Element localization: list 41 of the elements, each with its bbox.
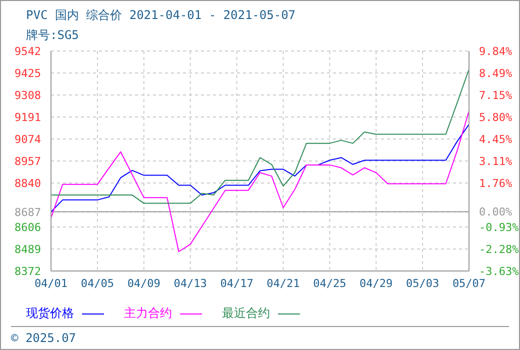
y2-tick-label: 3.11%	[479, 154, 512, 168]
y-tick-label: 9074	[14, 133, 42, 146]
y2-tick-label: 5.80%	[479, 110, 512, 124]
x-tick-label: 05/07	[452, 276, 486, 290]
legend-label: 最近合约	[222, 305, 270, 322]
y-tick-label: 8957	[14, 155, 41, 168]
y2-tick-label: 7.15%	[479, 88, 512, 102]
line-series	[50, 68, 470, 204]
x-tick-label: 04/25	[313, 276, 346, 290]
y-tick-label: 8606	[14, 221, 41, 234]
y-tick-label: 9308	[14, 89, 41, 102]
y-tick-label: 8840	[14, 177, 41, 190]
legend-label: 现货价格	[26, 305, 74, 322]
y2-tick-label: -2.28%	[479, 242, 520, 256]
x-tick-label: 04/13	[174, 276, 207, 290]
x-tick-label: 04/17	[220, 276, 254, 290]
line-series	[50, 110, 470, 252]
y2-tick-label: 4.45%	[479, 133, 512, 146]
y2-tick-label: 1.76%	[479, 176, 512, 190]
y-tick-label: 9425	[14, 67, 41, 80]
y-tick-label: 9191	[14, 111, 41, 124]
x-tick-label: 04/09	[127, 276, 160, 290]
chart-title: PVC 国内 综合价 2021-04-01 - 2021-05-07	[26, 7, 296, 24]
x-tick-label: 04/01	[34, 276, 68, 290]
x-tick-label: 04/05	[80, 276, 114, 290]
y-tick-label: 9542	[14, 45, 41, 58]
y2-tick-label: 0.00%	[479, 206, 512, 219]
text: © 2025.07	[11, 331, 76, 345]
x-tick-label: 05/03	[406, 276, 440, 290]
y2-tick-label: -3.63%	[479, 265, 520, 278]
x-tick-label: 04/21	[266, 276, 300, 290]
y2-tick-label: -0.93%	[479, 220, 520, 234]
chart-subtitle: 牌号:SG5	[26, 27, 79, 44]
y2-tick-label: 8.49%	[479, 67, 512, 80]
y-tick-label: 8687	[14, 206, 41, 219]
y-tick-label: 8489	[14, 243, 41, 256]
x-tick-label: 04/29	[360, 276, 393, 290]
y-tick-label: 8372	[14, 265, 41, 278]
y2-tick-label: 9.84%	[479, 45, 512, 58]
legend-label: 主力合约	[124, 305, 172, 322]
line-series	[50, 124, 470, 212]
